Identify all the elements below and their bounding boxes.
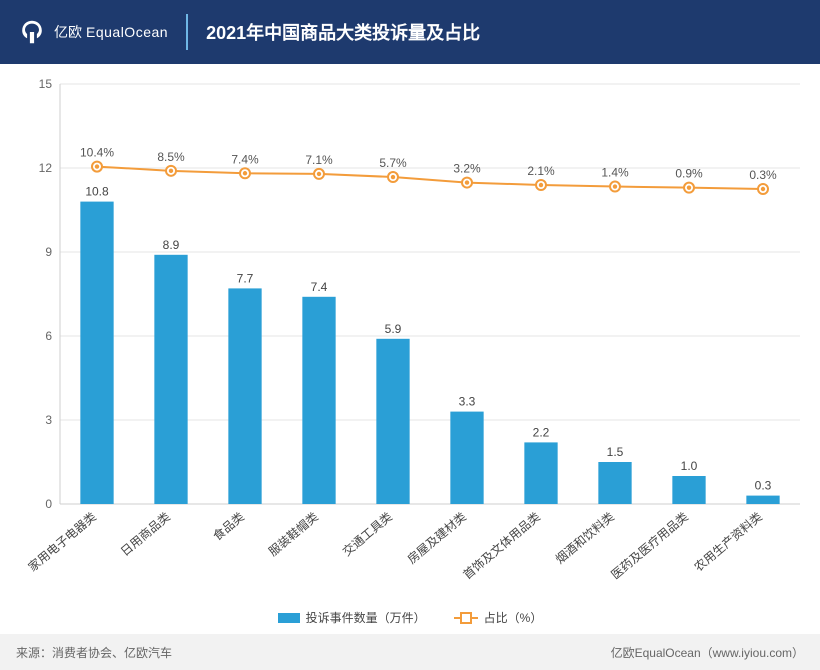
x-category-label: 农用生产资料类 (692, 510, 765, 575)
logo-text-en: EqualOcean (86, 24, 168, 40)
line-marker-dot (169, 169, 173, 173)
bar (376, 339, 409, 504)
legend-label-line: 占比（%） (484, 609, 543, 626)
bar-value-label: 2.2 (533, 425, 550, 439)
line-marker-dot (687, 185, 691, 189)
x-category-label: 房屋及建材类 (404, 509, 469, 567)
y-tick-label: 0 (45, 497, 52, 511)
line-value-label: 7.4% (231, 152, 259, 166)
x-category-label: 医药及医疗用品类 (608, 510, 691, 582)
logo-icon (18, 18, 46, 46)
bar-value-label: 7.7 (237, 271, 254, 285)
logo-text-cn: 亿欧 (54, 22, 82, 42)
footer-bar: 来源：消费者协会、亿欧汽车 亿欧EqualOcean（www.iyiou.com… (0, 634, 820, 670)
bar (228, 288, 261, 504)
bar-value-label: 8.9 (163, 238, 180, 252)
line-marker-dot (539, 183, 543, 187)
line-marker-dot (761, 187, 765, 191)
bar (154, 255, 187, 504)
line-marker-dot (317, 172, 321, 176)
line-value-label: 0.3% (749, 168, 777, 182)
x-category-label: 日用商品类 (117, 509, 173, 559)
header-divider (186, 14, 188, 50)
x-category-label: 首饰及文体用品类 (460, 509, 543, 582)
legend-item-line: 占比（%） (454, 609, 543, 626)
bar (80, 202, 113, 504)
bar (450, 412, 483, 504)
legend-label-bar: 投诉事件数量（万件） (306, 609, 426, 626)
bar (302, 297, 335, 504)
logo: 亿欧 EqualOcean (18, 18, 168, 46)
bar-value-label: 1.0 (681, 459, 698, 473)
line-value-label: 8.5% (157, 150, 185, 164)
line-marker-dot (95, 164, 99, 168)
line-value-label: 7.1% (305, 153, 333, 167)
line-marker-dot (613, 184, 617, 188)
bar-value-label: 1.5 (607, 445, 624, 459)
line-value-label: 0.9% (675, 167, 703, 181)
bar (672, 476, 705, 504)
bar-value-label: 7.4 (311, 280, 328, 294)
footer-left-source: 消费者协会、亿欧汽车 (52, 646, 172, 660)
bar-value-label: 0.3 (755, 479, 772, 493)
footer-right: 亿欧EqualOcean（www.iyiou.com） (611, 644, 804, 661)
y-tick-label: 3 (45, 413, 52, 427)
line-marker-dot (243, 171, 247, 175)
line-marker-dot (391, 175, 395, 179)
legend-swatch-bar (278, 613, 300, 623)
bar (524, 442, 557, 504)
y-tick-label: 15 (39, 77, 53, 91)
header-bar: 亿欧 EqualOcean 2021年中国商品大类投诉量及占比 (0, 0, 820, 64)
line-value-label: 2.1% (527, 164, 555, 178)
x-category-label: 交通工具类 (339, 509, 395, 559)
x-category-label: 家用电子电器类 (25, 509, 99, 574)
footer-left-prefix: 来源： (16, 646, 52, 660)
line-value-label: 5.7% (379, 156, 407, 170)
legend-swatch-line (454, 617, 478, 619)
bar-value-label: 5.9 (385, 322, 402, 336)
bar (746, 496, 779, 504)
bar-value-label: 3.3 (459, 395, 476, 409)
line-value-label: 3.2% (453, 162, 481, 176)
line-series (97, 167, 763, 189)
chart-title: 2021年中国商品大类投诉量及占比 (206, 19, 480, 45)
chart-card: 亿欧 EqualOcean 2021年中国商品大类投诉量及占比 0 3 6 9 12 15… (0, 0, 820, 670)
chart-area: 0 3 6 9 12 15 10.8 8.9 7.7 7.4 5.9 3.3 2.2 1.5 1.0 0.3 1… (0, 64, 820, 634)
line-value-label: 1.4% (601, 166, 629, 180)
y-tick-label: 12 (39, 161, 53, 175)
footer-left: 来源：消费者协会、亿欧汽车 (16, 644, 172, 661)
y-tick-label: 6 (45, 329, 52, 343)
legend-item-bar: 投诉事件数量（万件） (278, 609, 426, 626)
legend: 投诉事件数量（万件） 占比（%） (0, 609, 820, 626)
bar (598, 462, 631, 504)
x-category-label: 食品类 (210, 509, 247, 544)
x-category-label: 烟酒和饮料类 (553, 510, 617, 567)
y-tick-label: 9 (45, 245, 52, 259)
x-category-label: 服装鞋帽类 (265, 509, 321, 559)
line-marker-dot (465, 180, 469, 184)
combo-chart: 0 3 6 9 12 15 10.8 8.9 7.7 7.4 5.9 3.3 2.2 1.5 1.0 0.3 1… (0, 64, 820, 634)
bar-value-label: 10.8 (85, 185, 109, 199)
line-value-label: 10.4% (80, 146, 114, 160)
